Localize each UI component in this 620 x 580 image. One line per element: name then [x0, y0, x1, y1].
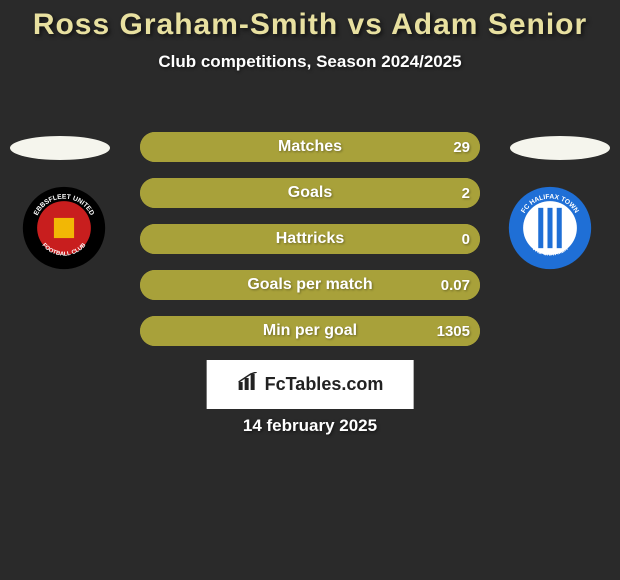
- stat-label: Goals: [140, 178, 480, 208]
- stat-value-right: 0: [462, 224, 470, 254]
- stat-row: Min per goal1305: [140, 316, 480, 346]
- stat-value-right: 2: [462, 178, 470, 208]
- stat-label: Min per goal: [140, 316, 480, 346]
- brand-text: FcTables.com: [265, 374, 384, 395]
- stat-label: Goals per match: [140, 270, 480, 300]
- subtitle: Club competitions, Season 2024/2025: [0, 52, 620, 72]
- stat-row: Hattricks0: [140, 224, 480, 254]
- stat-row: Goals per match0.07: [140, 270, 480, 300]
- player-photo-right: [510, 136, 610, 160]
- stat-value-right: 0.07: [441, 270, 470, 300]
- date-label: 14 february 2025: [0, 416, 620, 436]
- player-photo-left: [10, 136, 110, 160]
- stat-row: Matches29: [140, 132, 480, 162]
- page-title: Ross Graham-Smith vs Adam Senior: [0, 8, 620, 42]
- stat-label: Hattricks: [140, 224, 480, 254]
- comparison-bars: Matches29 Goals2 Hattricks0 Goals per match…: [140, 132, 480, 362]
- stat-value-right: 29: [453, 132, 470, 162]
- brand-box: FcTables.com: [207, 360, 414, 409]
- stat-value-right: 1305: [437, 316, 470, 346]
- stat-label: Matches: [140, 132, 480, 162]
- stat-row: Goals2: [140, 178, 480, 208]
- club-crest-left: EBBSFLEET UNITED FOOTBALL CLUB: [22, 186, 106, 270]
- bar-chart-icon: [237, 372, 259, 397]
- club-crest-right: FC HALIFAX TOWN THE SHAYMEN: [508, 186, 592, 270]
